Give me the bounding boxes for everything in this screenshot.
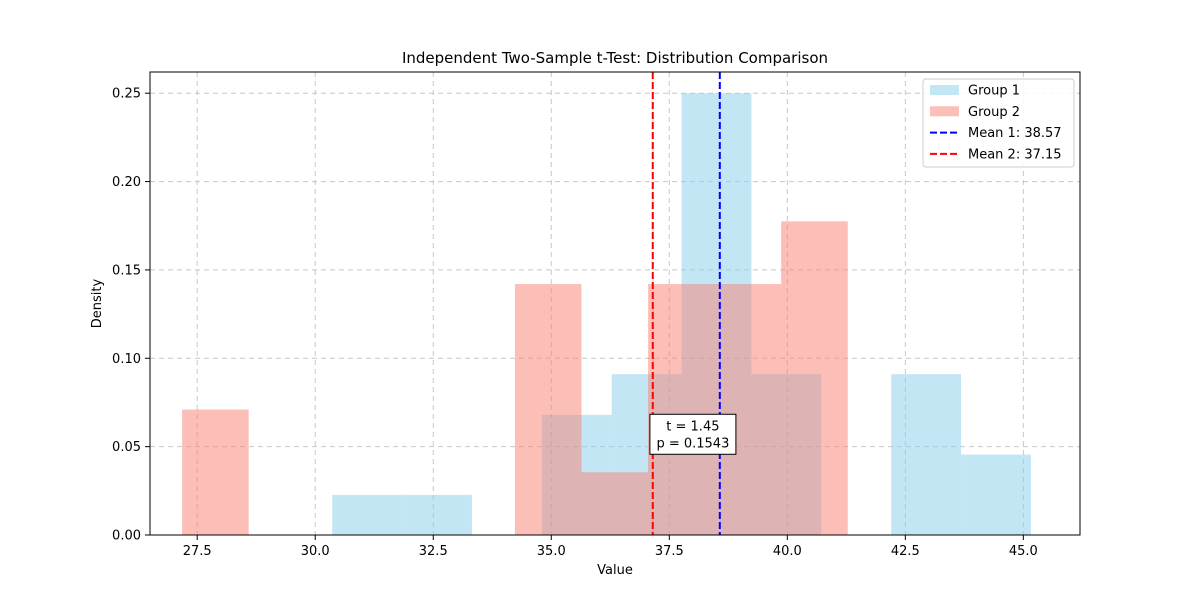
y-tick-label: 0.20	[112, 175, 141, 190]
plot-frame	[149, 71, 1081, 536]
stats-annotation: t = 1.45 p = 0.1543	[649, 413, 737, 455]
legend-box	[922, 78, 1075, 168]
y-axis-label: Density	[90, 278, 105, 328]
x-tick-label: 27.5	[183, 544, 212, 559]
mean-lines-layer	[651, 72, 721, 535]
histogram-bar-group-2	[514, 284, 582, 535]
histogram-bar-group-2	[781, 221, 848, 535]
legend-swatch	[930, 85, 959, 95]
y-tick-label: 0.05	[112, 440, 141, 455]
x-tick-label: 42.5	[891, 544, 920, 559]
legend-label: Group 2	[968, 105, 1020, 120]
stats-annotation-box	[649, 413, 737, 455]
x-tick-label: 30.0	[301, 544, 330, 559]
x-tick-label: 32.5	[419, 544, 448, 559]
legend-swatch	[930, 106, 959, 117]
x-axis-label: Value	[597, 563, 633, 578]
y-tick-label: 0.10	[112, 352, 141, 367]
y-tick-label: 0.25	[112, 87, 141, 102]
legend: Group 1 Group 2 Mean 1: 38.57 Mean 2: 37.15	[922, 78, 1075, 168]
histogram-bar-group-1	[332, 494, 403, 535]
histogram-bar-group-2	[182, 409, 249, 535]
x-tick-label: 40.0	[773, 544, 802, 559]
histogram-bar-group-2	[581, 472, 649, 535]
t-statistic-text: t = 1.45	[666, 419, 719, 434]
legend-label: Group 1	[968, 84, 1020, 99]
legend-label: Mean 1: 38.57	[968, 126, 1062, 141]
ticks-layer: 27.5 30.0 32.5 35.0 37.5 40.0 42.5 45.0 0.00 0.05…	[112, 87, 1038, 559]
y-tick-label: 0.15	[112, 263, 141, 278]
x-tick-label: 35.0	[537, 544, 566, 559]
histogram-bar-group-1	[891, 374, 962, 535]
histogram-bar-group-2	[714, 284, 782, 535]
histogram-bar-group-1	[961, 454, 1031, 535]
histogram-bar-group-2	[648, 284, 715, 535]
legend-label: Mean 2: 37.15	[968, 147, 1062, 162]
y-tick-label: 0.00	[112, 529, 141, 544]
p-value-text: p = 0.1543	[656, 436, 729, 451]
x-tick-label: 37.5	[655, 544, 684, 559]
chart-title: Independent Two-Sample t-Test: Distribut…	[402, 49, 828, 67]
histogram-bar-group-1	[402, 494, 472, 535]
bars-layer	[182, 93, 1031, 535]
x-tick-label: 45.0	[1009, 544, 1038, 559]
